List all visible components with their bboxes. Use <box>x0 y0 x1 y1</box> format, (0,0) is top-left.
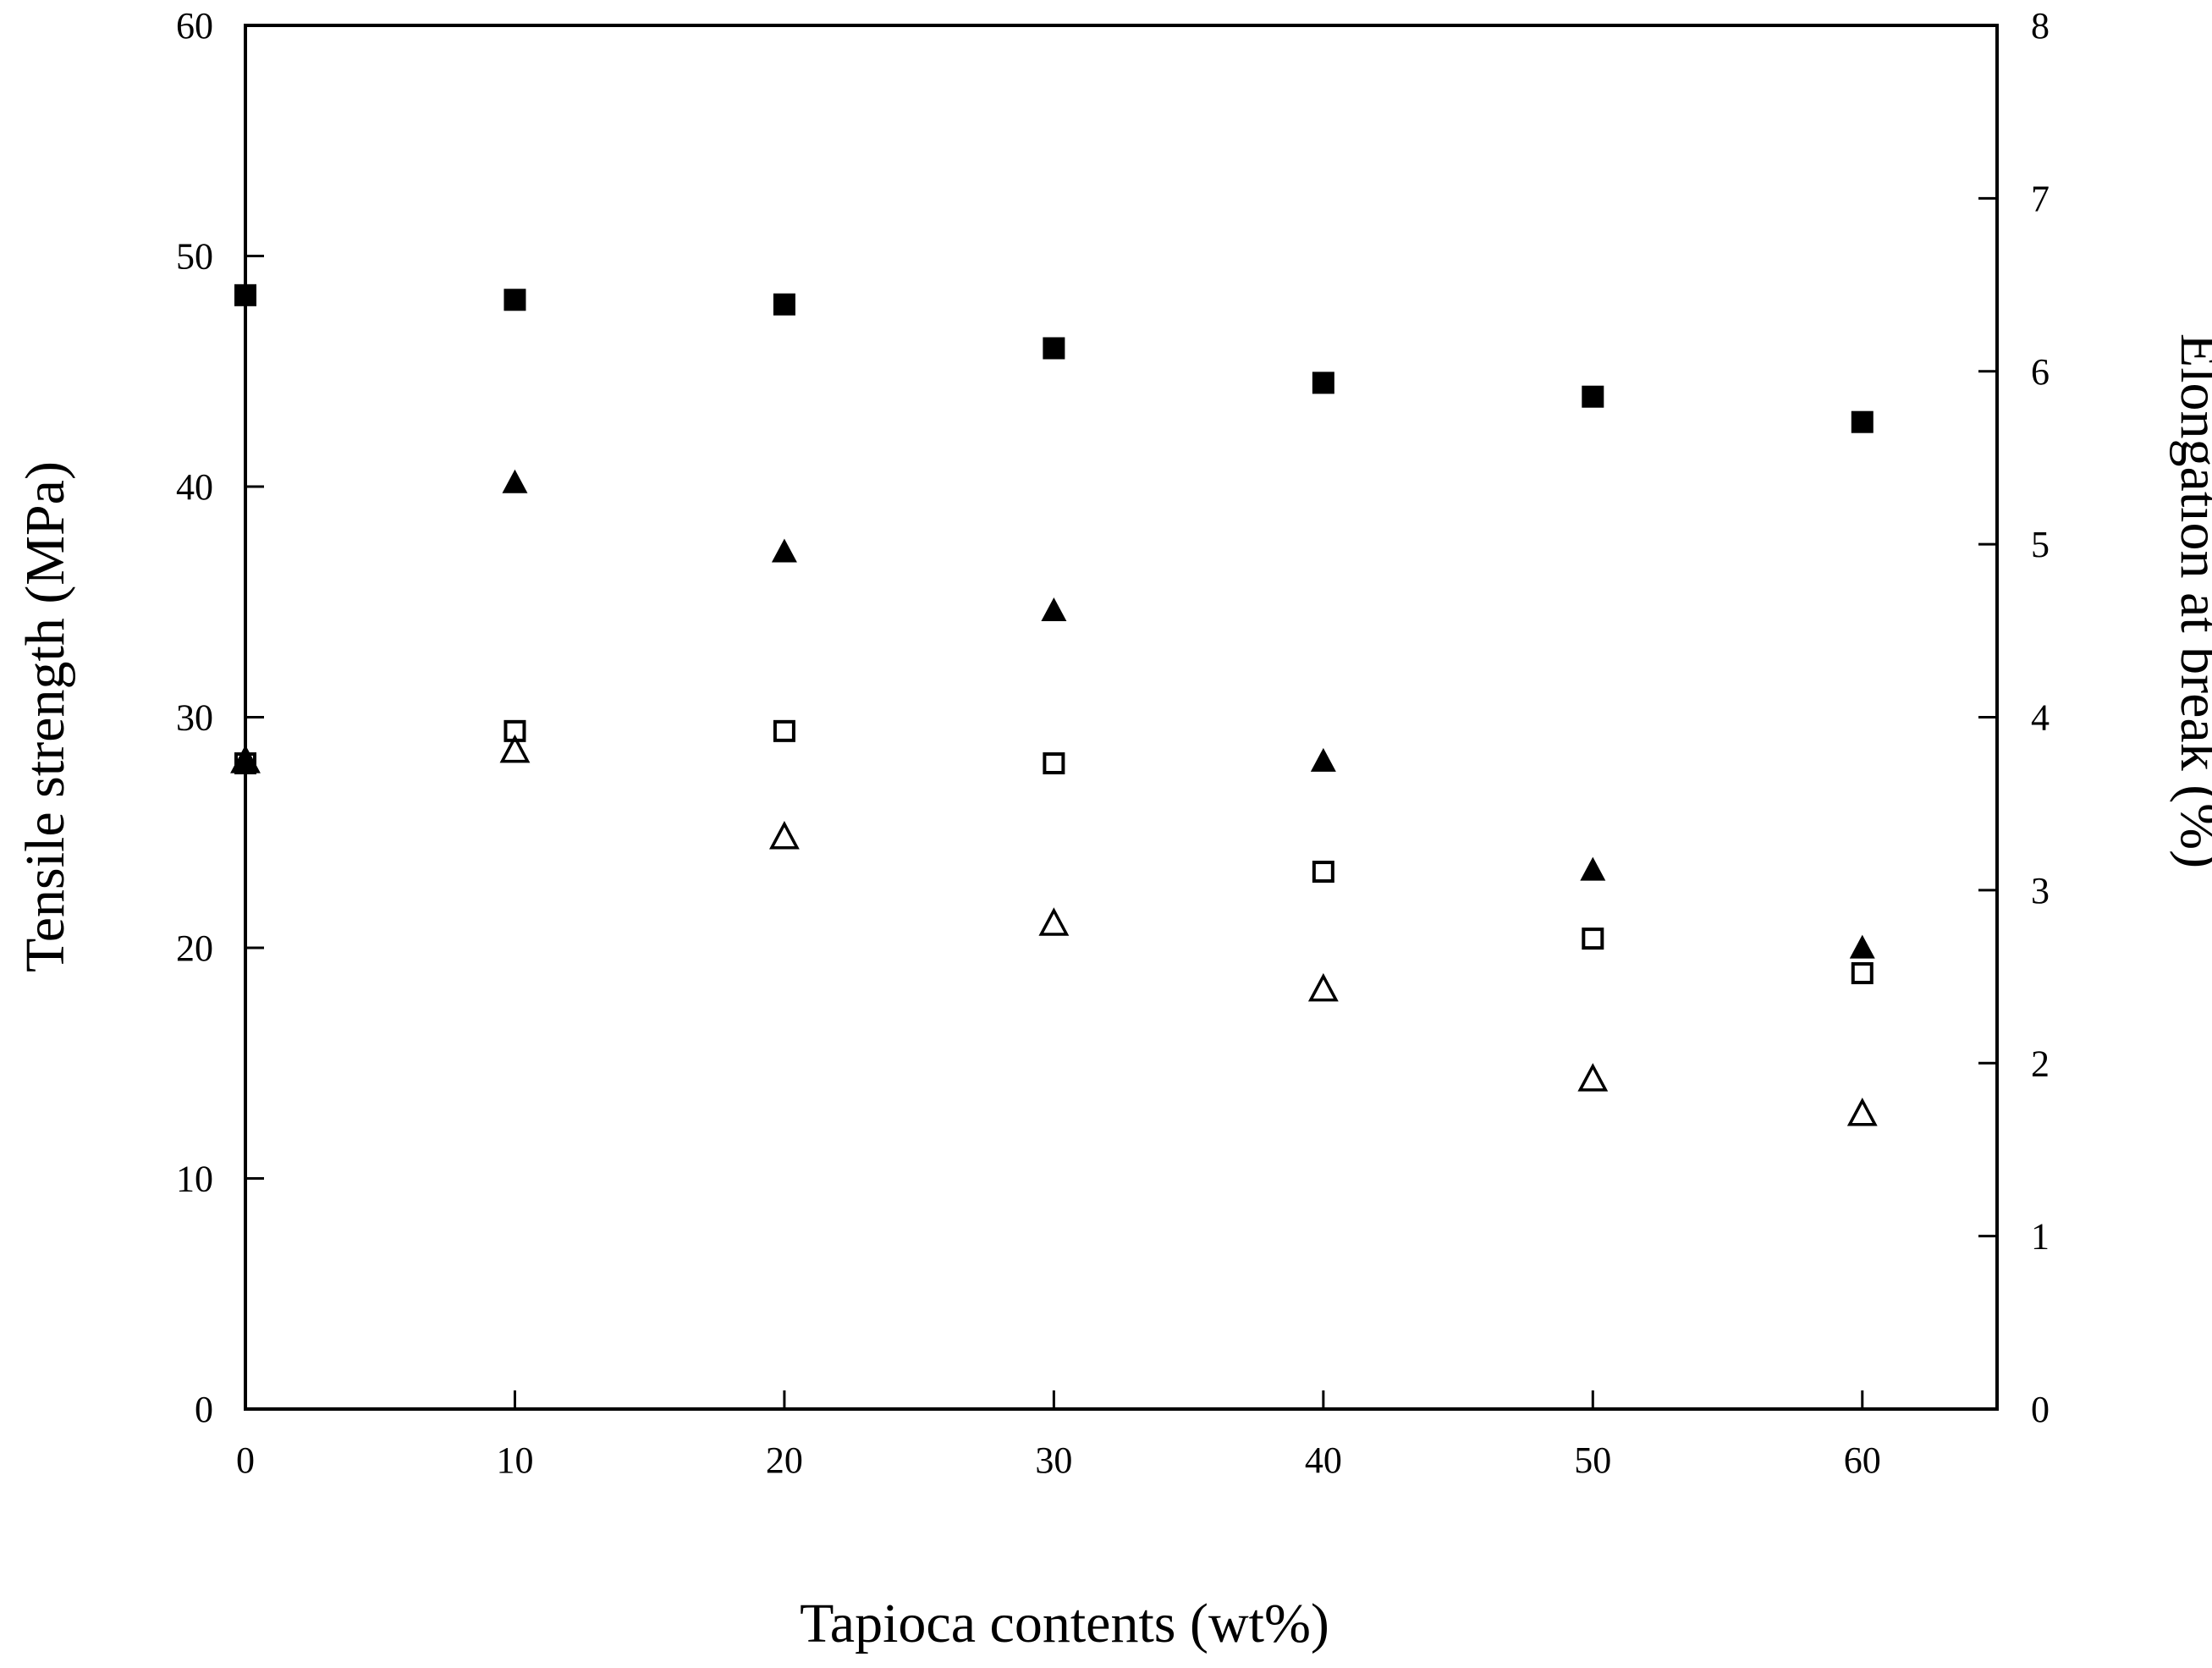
x-tick-label: 40 <box>1305 1440 1342 1481</box>
right-axis-ticks: 0 1 2 3 4 5 6 7 8 <box>1978 5 2050 1430</box>
left-axis-ticks: 0 10 20 30 40 50 60 <box>176 5 264 1430</box>
data-markers <box>230 284 1878 1126</box>
data-point-square-open <box>1582 928 1604 950</box>
y2-tick-label: 1 <box>2031 1216 2050 1258</box>
x-tick-label: 10 <box>496 1440 533 1481</box>
y2-axis-title: Elongation at break (%) <box>2169 333 2212 868</box>
data-point-triangle-open <box>1577 1063 1609 1092</box>
x-tick-label: 50 <box>1574 1440 1611 1481</box>
data-point-square-filled <box>234 284 256 306</box>
data-point-triangle-open <box>1307 972 1339 1002</box>
data-point-square-filled <box>503 289 526 311</box>
data-point-square-filled <box>1851 410 1874 433</box>
y-axis-title: Tensile strength (MPa) <box>14 461 76 972</box>
data-point-triangle-filled <box>771 538 797 563</box>
y2-tick-label: 6 <box>2031 351 2050 393</box>
y2-tick-label: 4 <box>2031 697 2050 739</box>
y2-tick-label: 7 <box>2031 178 2050 219</box>
data-point-square-filled <box>1312 372 1334 394</box>
bottom-axis-ticks: 0 10 20 30 40 50 60 <box>236 1390 1881 1481</box>
data-point-triangle-filled <box>1041 597 1067 622</box>
y-tick-label: 0 <box>195 1389 213 1430</box>
plot-frame <box>244 24 1999 1411</box>
data-point-triangle-filled <box>1849 934 1875 959</box>
y-tick-label: 50 <box>176 236 213 278</box>
data-point-triangle-open <box>499 734 531 763</box>
data-point-triangle-filled <box>1310 747 1336 772</box>
y2-tick-label: 8 <box>2031 5 2050 47</box>
data-point-square-open <box>1851 961 1874 984</box>
data-point-square-filled <box>773 293 795 316</box>
y-tick-label: 40 <box>176 466 213 508</box>
data-point-triangle-open <box>769 821 800 850</box>
x-tick-label: 20 <box>766 1440 803 1481</box>
y2-tick-label: 2 <box>2031 1043 2050 1084</box>
x-tick-label: 30 <box>1035 1440 1072 1481</box>
data-point-square-filled <box>1582 385 1604 408</box>
data-point-triangle-filled <box>1580 856 1606 881</box>
data-point-triangle-filled <box>233 747 258 772</box>
data-point-square-open <box>1312 861 1334 884</box>
data-point-square-open <box>1043 752 1065 774</box>
data-point-triangle-open <box>230 745 261 773</box>
data-point-triangle-open <box>1846 1098 1878 1126</box>
x-axis-title: Tapioca contents (wt%) <box>800 1593 1329 1654</box>
y-tick-label: 30 <box>176 697 213 739</box>
y-tick-label: 10 <box>176 1159 213 1200</box>
data-point-triangle-filled <box>502 469 528 493</box>
y-tick-label: 20 <box>176 928 213 969</box>
data-point-square-open <box>773 719 795 742</box>
y2-tick-label: 5 <box>2031 524 2050 565</box>
data-point-square-filled <box>1043 337 1065 360</box>
y2-tick-label: 0 <box>2031 1389 2050 1430</box>
y2-tick-label: 3 <box>2031 870 2050 911</box>
y-tick-label: 60 <box>176 5 213 47</box>
data-point-triangle-open <box>1038 907 1070 936</box>
x-tick-label: 0 <box>236 1440 255 1481</box>
x-tick-label: 60 <box>1844 1440 1881 1481</box>
